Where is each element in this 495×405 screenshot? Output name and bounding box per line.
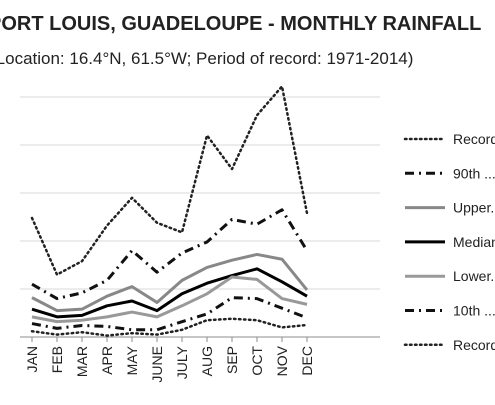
gridlines bbox=[20, 96, 380, 338]
legend-label: 90th ... bbox=[453, 165, 495, 181]
series-line-7 bbox=[30, 317, 309, 337]
legend-label: Upper... bbox=[453, 200, 495, 216]
x-tick-label: AUG bbox=[199, 346, 215, 376]
x-tick-label: SEP bbox=[224, 346, 240, 374]
series-line-5 bbox=[31, 275, 308, 324]
legend-label: Record... bbox=[453, 337, 495, 353]
legend-label: Lower... bbox=[453, 268, 495, 284]
x-tick-label: MAR bbox=[74, 346, 90, 377]
x-tick-label: JAN bbox=[24, 346, 40, 372]
legend-label: 10th ... bbox=[453, 303, 495, 319]
x-axis: JAN FEB MAR APR MAY JUNE JULY AUG SEP OCT NOV DEC bbox=[20, 336, 380, 383]
x-tick-label: MAY bbox=[124, 345, 140, 375]
x-tick-label: DEC bbox=[299, 346, 315, 376]
series-line-4 bbox=[31, 267, 308, 319]
x-tick-label: NOV bbox=[274, 345, 290, 376]
x-tick-label: OCT bbox=[249, 346, 265, 376]
x-tick-label: FEB bbox=[49, 346, 65, 373]
series-line-3 bbox=[31, 252, 309, 313]
legend: Record... 90th ... Upper... Median Lower... 1… bbox=[403, 131, 495, 353]
x-tick-label: JUNE bbox=[149, 346, 165, 383]
chart-subtitle: (Location: 16.4°N, 61.5°W; Period of rec… bbox=[0, 49, 413, 68]
x-tick-label: APR bbox=[99, 346, 115, 375]
series-line-1 bbox=[30, 85, 309, 276]
legend-label: Median bbox=[453, 234, 495, 250]
series-lines bbox=[30, 85, 309, 337]
x-tick-label: JULY bbox=[174, 345, 190, 379]
chart-title: PORT LOUIS, GUADELOUPE - MONTHLY RAINFAL… bbox=[0, 13, 481, 35]
series-line-2 bbox=[31, 208, 309, 301]
series-line-6 bbox=[31, 296, 308, 332]
legend-label: Record... bbox=[453, 131, 495, 147]
